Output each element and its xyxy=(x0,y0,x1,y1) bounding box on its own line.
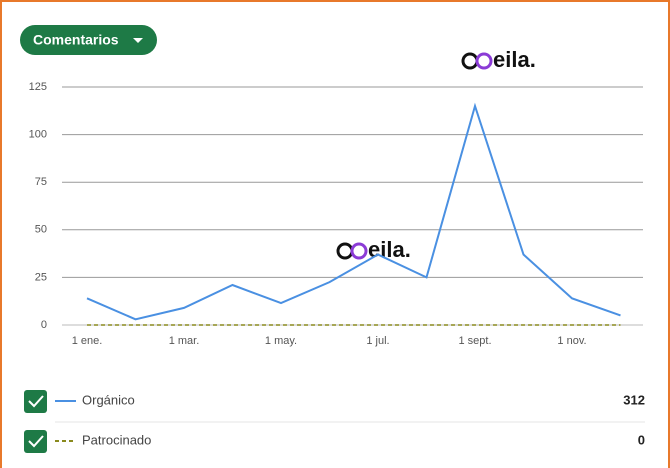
button-label: Comentarios xyxy=(33,32,119,48)
x-tick-label: 1 ene. xyxy=(72,335,103,347)
y-tick-label: 25 xyxy=(35,271,47,283)
x-tick-label: 1 nov. xyxy=(557,335,586,347)
watermark-text: eila. xyxy=(493,47,536,72)
x-tick-label: 1 mar. xyxy=(169,335,200,347)
y-tick-label: 50 xyxy=(35,224,47,236)
legend-label: Patrocinado xyxy=(82,432,151,447)
legend-checkbox xyxy=(24,390,47,413)
x-tick-label: 1 jul. xyxy=(366,335,389,347)
y-tick-label: 125 xyxy=(29,81,47,93)
y-tick-label: 75 xyxy=(35,176,47,188)
check-icon xyxy=(28,395,44,408)
watermark: eila. xyxy=(336,237,411,262)
series-line xyxy=(86,102,621,321)
caret xyxy=(133,38,143,43)
watermark-text: eila. xyxy=(368,237,411,262)
x-tick-label: 1 sept. xyxy=(458,335,491,347)
legend-label: Orgánico xyxy=(82,392,135,407)
x-tick-label: 1 may. xyxy=(265,335,297,347)
y-tick-label: 100 xyxy=(29,129,47,141)
dropdown-button[interactable] xyxy=(20,25,157,55)
watermark: eila. xyxy=(461,47,536,72)
y-tick-label: 0 xyxy=(41,319,47,331)
legend-checkbox xyxy=(24,430,47,453)
check-icon xyxy=(28,435,44,448)
legend-total: 0 xyxy=(638,432,645,447)
legend-total: 312 xyxy=(623,392,645,407)
